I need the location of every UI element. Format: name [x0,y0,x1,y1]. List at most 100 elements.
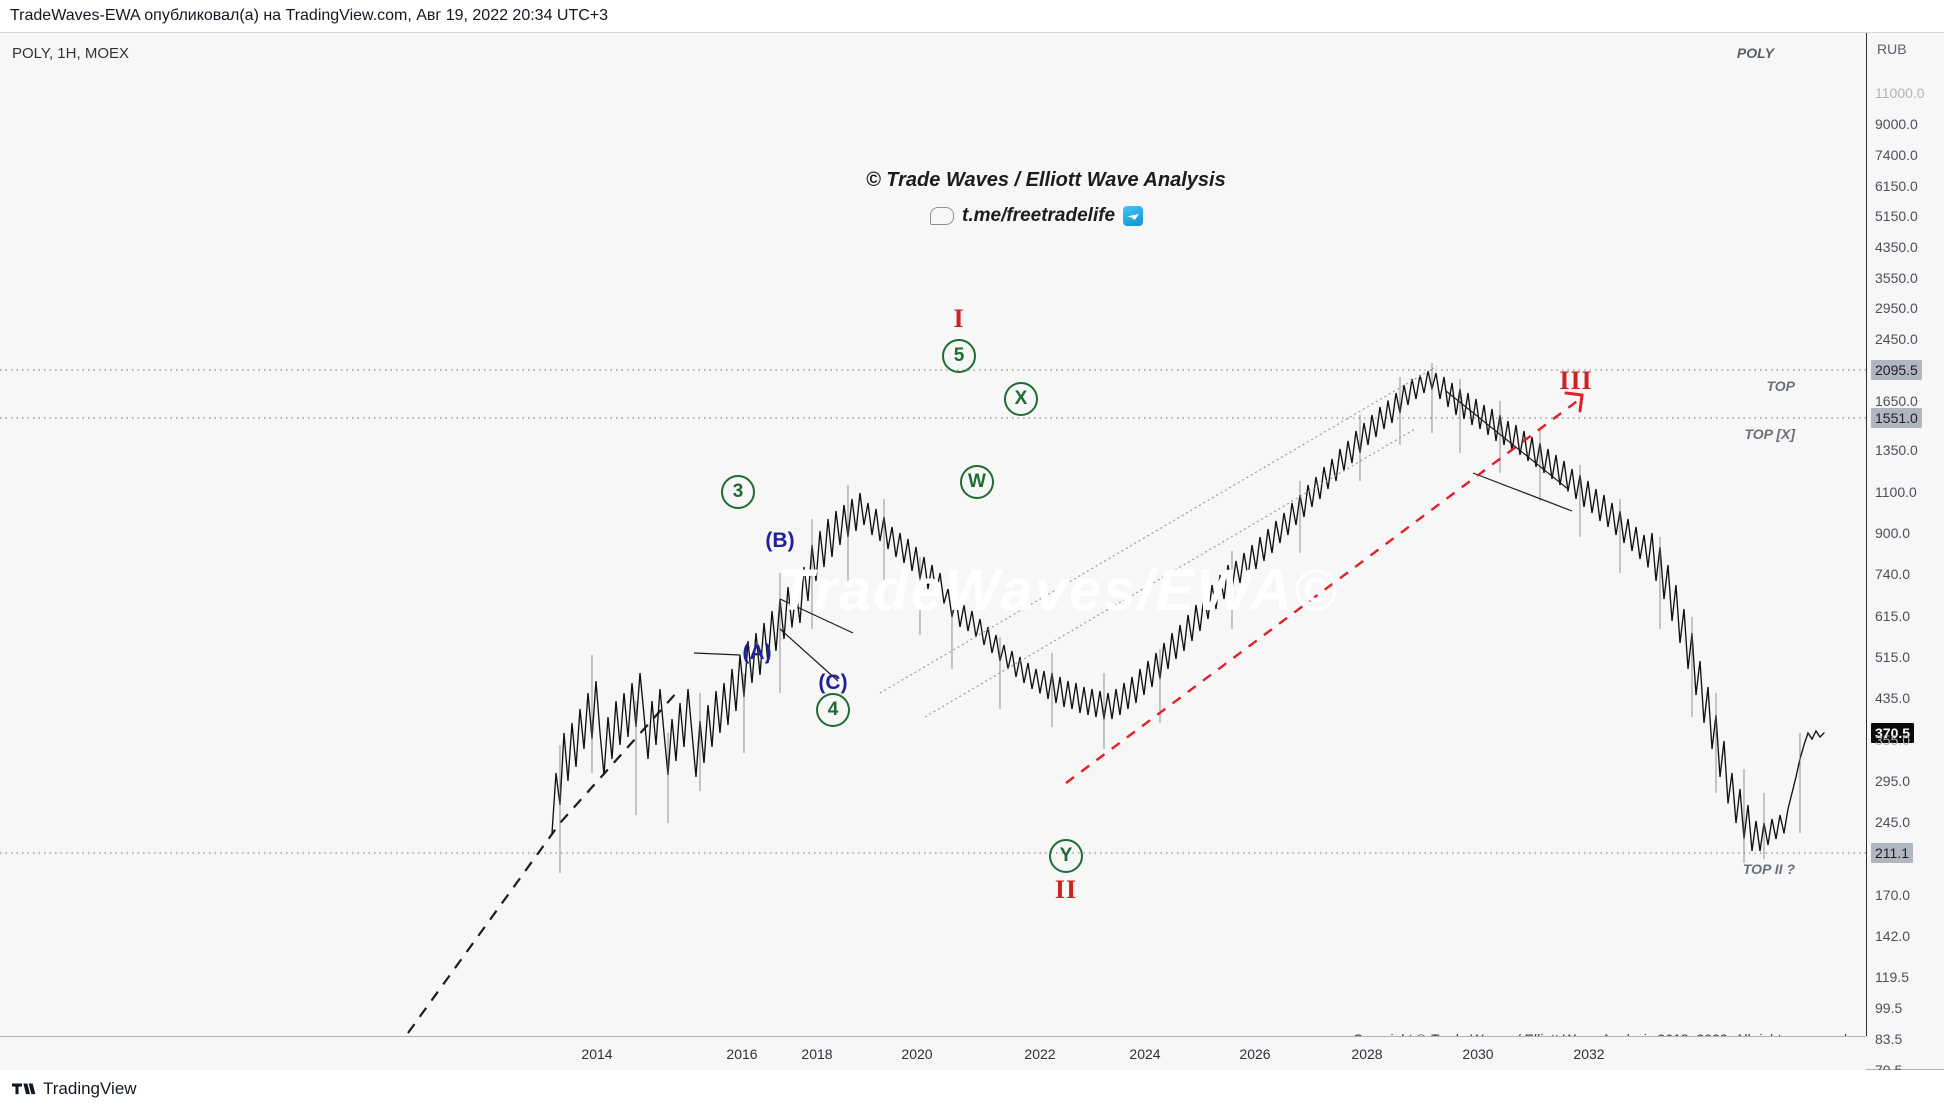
price-tick: 245.0 [1875,814,1911,830]
wave-label-text: 3 [721,475,755,509]
time-tick: 2030 [1462,1046,1494,1062]
price-tick: 1650.0 [1875,393,1918,409]
wave-label-a: (A) [742,641,771,665]
wave-label-c: (C) [818,671,847,695]
price-tick: 4350.0 [1875,239,1918,255]
time-tick: 2018 [801,1046,833,1062]
price-tick: 435.0 [1875,690,1911,706]
publisher-text: TradeWaves-EWA опубликовал(а) на Trading… [10,7,609,24]
time-tick: 2032 [1573,1046,1605,1062]
price-tick: 9000.0 [1875,116,1918,132]
price-tick: 119.5 [1875,969,1909,985]
publisher-bar: TradeWaves-EWA опубликовал(а) на Trading… [0,0,1944,32]
guide-small-flat [693,652,741,656]
time-tick: 2020 [901,1046,933,1062]
watermark: TradeWaves/EWA© [778,558,1339,623]
time-tick: 2026 [1239,1046,1271,1062]
price-tick: 5150.0 [1875,208,1918,224]
price-tick: 1100.0 [1875,484,1917,500]
telegram-icon [1123,206,1144,226]
wave-label-text: I [953,304,965,333]
wave-label-text: (C) [818,671,848,694]
wave-label-text: 5 [942,339,976,373]
projection-dashed-line [1065,398,1581,784]
price-tick: 370.5 [1871,723,1915,743]
wave-label-4: 4 [816,693,850,727]
time-tick: 2024 [1129,1046,1161,1062]
level-label: TOP [X] [1744,426,1795,442]
plot-area[interactable]: POLY, 1H, MOEX POLY © Trade Waves / Elli… [0,33,1866,1036]
trend-guides [693,390,1573,682]
price-scale[interactable]: RUB 11000.0 9000.0 7400.0 6150.0 5150.0 4350.… [1866,33,1944,1078]
price-tick: 740.0 [1875,566,1911,582]
time-tick: 2014 [581,1046,613,1062]
time-tick: 2016 [726,1046,758,1062]
wave-label-text: III [1559,366,1593,395]
price-tick: 2095.5 [1871,360,1922,380]
wave-label-5: 5 [942,339,976,373]
wave-label-text: (B) [765,529,795,552]
price-tick: 1551.0 [1871,408,1922,428]
price-tick: 142.0 [1875,928,1911,944]
wave-label-x: X [1004,382,1038,416]
price-tick: 1350.0 [1875,442,1918,458]
guide-b-upper [779,598,854,634]
price-tick: 900.0 [1875,525,1911,541]
speech-bubble-icon [930,207,954,225]
price-scale-currency: RUB [1877,41,1907,57]
tradingview-glyph-icon [12,1083,36,1094]
wave-label-text: 4 [816,693,850,727]
tradingview-logo[interactable]: TradingView [12,1079,137,1099]
wave-label-ii: II [1055,875,1077,905]
level-label: TOP II ? [1742,861,1795,877]
tradingview-label: TradingView [43,1079,137,1098]
price-tick: 11000.0 [1875,85,1925,101]
footer-bar: TradingView [0,1070,1944,1111]
wave-label-y: Y [1049,839,1083,873]
brand-title: © Trade Waves / Elliott Wave Analysis [866,169,1226,191]
telegram-link-text[interactable]: t.me/freetradelife [962,205,1116,226]
price-tick: 83.5 [1875,1031,1903,1047]
level-label: TOP [1766,378,1795,394]
price-plot-svg [0,363,1866,1034]
price-tick: 6150.0 [1875,178,1918,194]
price-wicks [559,363,1801,873]
wave-label-3: 3 [721,475,755,509]
copyright-notice: Copyright © Trade Waves / Elliott Wave A… [1352,1031,1850,1036]
price-tick: 3550.0 [1875,270,1918,286]
time-scale[interactable]: 2014 2016 2018 2020 2022 2024 2026 2028 2030 2032 [0,1036,1866,1070]
wave-label-text: (A) [742,641,772,664]
wave-label-text: Y [1049,839,1083,873]
price-tick: 7400.0 [1875,147,1918,163]
time-tick: 2028 [1351,1046,1383,1062]
trend-guides-dotted [879,365,1438,718]
wave-label-text: W [960,465,994,499]
wave-label-text: X [1004,382,1038,416]
wave-label-text: II [1054,875,1078,904]
price-tick: 295.0 [1875,773,1911,789]
chart-frame[interactable]: POLY, 1H, MOEX POLY © Trade Waves / Elli… [0,32,1944,1078]
price-tick: 2450.0 [1875,331,1918,347]
symbol-legend[interactable]: POLY, 1H, MOEX [12,45,129,62]
price-tick: 211.1 [1871,843,1913,863]
projection-arrowhead [1564,391,1584,413]
wave-label-i: I [953,304,964,334]
price-tick: 355.0 [1875,732,1911,748]
projection-wave-iii [1065,391,1584,784]
wave-label-w: W [960,465,994,499]
price-tick: 515.0 [1875,649,1911,665]
guide-x-upper [1445,390,1569,490]
symbol-legend-right: POLY [1736,45,1774,61]
origin-dashed-leg [407,690,679,1034]
channel-upper-dotted [879,365,1438,694]
brand-link-row: t.me/freetradelife [930,205,1144,227]
price-series [551,370,1825,852]
price-tick: 2950.0 [1875,300,1918,316]
guide-x-lower [1472,472,1573,512]
price-tick: 615.0 [1875,608,1911,624]
guide-b-lower [779,628,839,682]
price-tick: 99.5 [1875,1000,1903,1016]
wave-label-iii: III [1559,366,1592,396]
price-tick: 170.0 [1875,887,1911,903]
